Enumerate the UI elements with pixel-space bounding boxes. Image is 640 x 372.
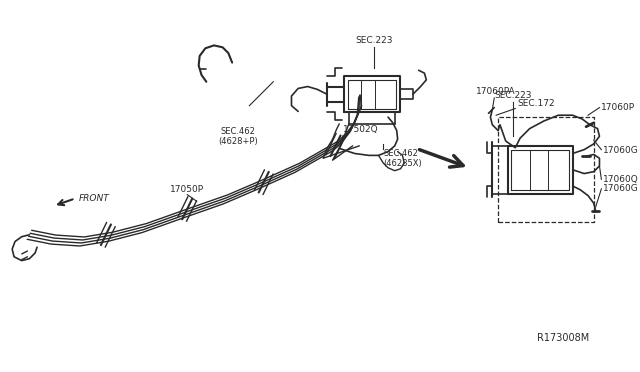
Text: 17060PA: 17060PA [476,87,516,96]
Text: 17060P: 17060P [602,103,636,112]
Text: SEC.462
(46285X): SEC.462 (46285X) [383,149,422,168]
Text: R173008M: R173008M [537,333,589,343]
Text: 17050P: 17050P [170,185,204,194]
Text: SEC.223: SEC.223 [355,36,392,45]
Text: FRONT: FRONT [79,194,110,203]
Text: 17060G: 17060G [604,185,639,193]
Text: 17502Q: 17502Q [343,125,379,134]
Text: SEC.462
(4628+P): SEC.462 (4628+P) [218,127,258,146]
Text: SEC.223: SEC.223 [494,91,532,100]
Text: 17060Q: 17060Q [604,175,639,184]
Text: SEC.172: SEC.172 [517,99,555,108]
Text: 17060G: 17060G [604,146,639,155]
